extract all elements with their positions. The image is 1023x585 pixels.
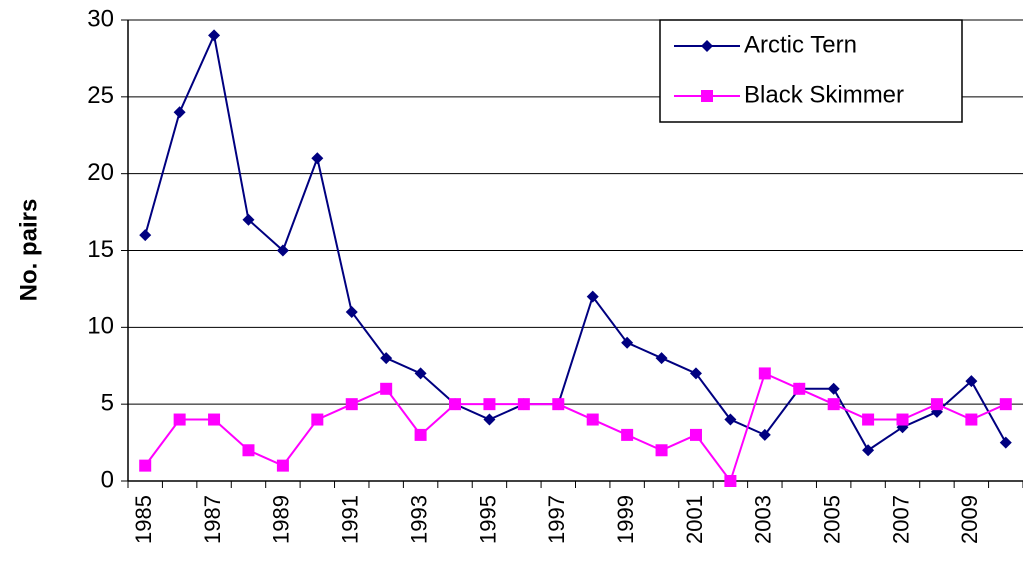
marker	[208, 29, 221, 42]
x-tick-label: 1985	[131, 495, 156, 544]
marker	[689, 428, 702, 441]
marker	[586, 413, 599, 426]
legend-marker	[701, 90, 713, 102]
series-line	[144, 32, 1007, 452]
marker	[173, 413, 186, 426]
marker	[586, 290, 599, 303]
marker	[380, 352, 393, 365]
x-tick-label: 2009	[957, 495, 982, 544]
marker	[173, 106, 186, 119]
x-tick-label: 1991	[338, 495, 363, 544]
x-tick-label: 1987	[200, 495, 225, 544]
marker	[758, 367, 771, 380]
legend-label: Arctic Tern	[744, 31, 857, 58]
marker	[311, 152, 324, 165]
x-tick-label: 1989	[269, 495, 294, 544]
x-tick-label: 1995	[475, 495, 500, 544]
marker	[758, 428, 771, 441]
x-tick-label: 1997	[544, 495, 569, 544]
marker	[139, 229, 152, 242]
marker	[827, 382, 840, 395]
marker	[345, 305, 358, 318]
x-tick-label: 2003	[751, 495, 776, 544]
marker	[655, 444, 668, 457]
marker	[276, 459, 289, 472]
legend-box	[659, 19, 963, 123]
marker	[724, 475, 737, 487]
marker	[242, 213, 255, 226]
y-tick-label: 10	[87, 313, 114, 340]
y-tick-label: 15	[87, 236, 114, 263]
marker	[827, 398, 840, 411]
marker	[242, 444, 255, 457]
marker	[483, 398, 496, 411]
legend-label: Black Skimmer	[744, 81, 904, 108]
marker	[345, 398, 358, 411]
marker	[793, 382, 806, 395]
y-tick-label: 20	[87, 159, 114, 186]
marker	[139, 459, 152, 472]
y-tick-label: 25	[87, 82, 114, 109]
marker	[862, 413, 875, 426]
marker	[930, 398, 943, 411]
marker	[483, 413, 496, 426]
marker	[414, 428, 427, 441]
marker	[380, 382, 393, 395]
marker	[862, 444, 875, 457]
marker	[896, 413, 909, 426]
marker	[621, 428, 634, 441]
marker	[621, 336, 634, 349]
marker	[311, 413, 324, 426]
marker	[517, 398, 530, 411]
marker	[208, 413, 221, 426]
marker	[999, 436, 1012, 449]
marker	[414, 367, 427, 380]
marker	[999, 398, 1012, 411]
marker	[276, 244, 289, 257]
x-tick-label: 2007	[888, 495, 913, 544]
marker	[449, 398, 462, 411]
marker	[655, 352, 668, 365]
x-tick-label: 1993	[406, 495, 431, 544]
y-tick-label: 0	[101, 466, 114, 493]
marker	[552, 398, 565, 411]
x-tick-label: 1999	[613, 495, 638, 544]
marker	[965, 375, 978, 388]
legend-marker	[701, 40, 713, 52]
y-tick-label: 30	[87, 5, 114, 32]
x-tick-label: 2001	[682, 495, 707, 544]
marker	[689, 367, 702, 380]
y-axis-label: No. pairs	[15, 199, 42, 302]
marker	[724, 413, 737, 426]
marker	[965, 413, 978, 426]
series-line	[144, 372, 1007, 484]
y-tick-label: 5	[101, 390, 114, 417]
x-tick-label: 2005	[819, 495, 844, 544]
